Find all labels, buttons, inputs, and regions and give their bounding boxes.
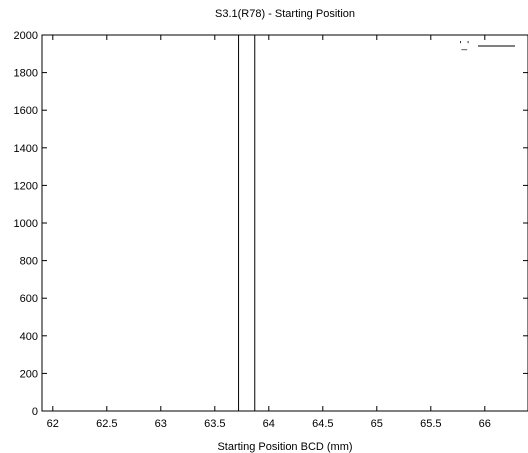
bar-series: [238, 34, 256, 412]
x-tick-label: 65.5: [420, 418, 441, 430]
x-axis-label: Starting Position BCD (mm): [217, 441, 352, 453]
histogram-bar: [238, 34, 256, 412]
x-tick-label: 63: [155, 418, 167, 430]
x-tick-label: 65: [371, 418, 383, 430]
chart-title: S3.1(R78) - Starting Position: [215, 8, 355, 20]
plot-frame: [41, 34, 528, 412]
y-tick-label: 1200: [14, 180, 38, 192]
y-tick-label: 1400: [14, 143, 38, 155]
legend-label: '_': [460, 40, 469, 51]
x-tick-label: 62.5: [96, 418, 117, 430]
y-axis: 0 200 400 600 800 1000 1200 1400 1600 1800 2000: [14, 30, 528, 418]
y-tick-label: 800: [20, 256, 38, 268]
y-tick-label: 400: [20, 331, 38, 343]
y-tick-label: 0: [32, 406, 38, 418]
x-axis: 62 62.5 63 63.5 64 64.5 65 65.5 66: [47, 35, 491, 430]
y-tick-label: 2000: [14, 30, 38, 42]
x-tick-label: 64: [263, 418, 275, 430]
legend: '_': [460, 40, 515, 51]
y-tick-label: 1800: [14, 68, 38, 80]
y-tick-label: 1600: [14, 105, 38, 117]
x-tick-label: 63.5: [204, 418, 225, 430]
y-tick-label: 1000: [14, 218, 38, 230]
y-tick-label: 200: [20, 368, 38, 380]
x-tick-label: 66: [479, 418, 491, 430]
x-tick-label: 62: [47, 418, 59, 430]
x-tick-label: 64.5: [312, 418, 333, 430]
y-tick-label: 600: [20, 293, 38, 305]
